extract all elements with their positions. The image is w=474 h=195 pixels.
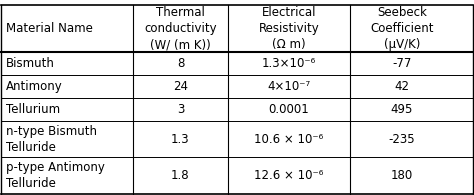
- Text: 10.6 × 10⁻⁶: 10.6 × 10⁻⁶: [254, 133, 323, 146]
- Bar: [228, 5, 350, 52]
- Text: Antimony: Antimony: [6, 80, 63, 93]
- Text: Tellurium: Tellurium: [6, 103, 60, 116]
- Bar: [1, 121, 133, 157]
- Bar: [350, 52, 454, 75]
- Bar: [133, 121, 228, 157]
- Text: Seebeck
Coefficient
(μV/K): Seebeck Coefficient (μV/K): [370, 6, 434, 51]
- Text: -235: -235: [389, 133, 415, 146]
- Text: 1.3: 1.3: [171, 133, 190, 146]
- Bar: [228, 75, 350, 98]
- Bar: [1, 52, 133, 75]
- Bar: [228, 121, 350, 157]
- Text: 24: 24: [173, 80, 188, 93]
- Text: 180: 180: [391, 169, 413, 182]
- Bar: [133, 75, 228, 98]
- Text: n-type Bismuth
Telluride: n-type Bismuth Telluride: [6, 125, 97, 154]
- Text: 42: 42: [394, 80, 410, 93]
- Text: 1.8: 1.8: [171, 169, 190, 182]
- Text: 0.0001: 0.0001: [268, 103, 309, 116]
- Bar: [228, 157, 350, 194]
- Bar: [350, 157, 454, 194]
- Bar: [133, 157, 228, 194]
- Bar: [350, 98, 454, 121]
- Bar: [350, 5, 454, 52]
- Text: -77: -77: [392, 57, 411, 70]
- Bar: [133, 98, 228, 121]
- Text: 4×10⁻⁷: 4×10⁻⁷: [267, 80, 310, 93]
- Bar: [133, 5, 228, 52]
- Bar: [1, 5, 133, 52]
- Bar: [1, 98, 133, 121]
- Bar: [133, 52, 228, 75]
- Text: 8: 8: [177, 57, 184, 70]
- Text: Thermal
conductivity
(W/ (m K)): Thermal conductivity (W/ (m K)): [144, 6, 217, 51]
- Text: 495: 495: [391, 103, 413, 116]
- Text: 1.3×10⁻⁶: 1.3×10⁻⁶: [262, 57, 316, 70]
- Bar: [1, 75, 133, 98]
- Text: Electrical
Resistivity
(Ω m): Electrical Resistivity (Ω m): [258, 6, 319, 51]
- Bar: [228, 52, 350, 75]
- Bar: [1, 157, 133, 194]
- Text: 3: 3: [177, 103, 184, 116]
- Text: Material Name: Material Name: [6, 22, 93, 35]
- Text: 12.6 × 10⁻⁶: 12.6 × 10⁻⁶: [254, 169, 324, 182]
- Text: Bismuth: Bismuth: [6, 57, 55, 70]
- Text: p-type Antimony
Telluride: p-type Antimony Telluride: [6, 161, 105, 190]
- Bar: [228, 98, 350, 121]
- Bar: [350, 121, 454, 157]
- Bar: [350, 75, 454, 98]
